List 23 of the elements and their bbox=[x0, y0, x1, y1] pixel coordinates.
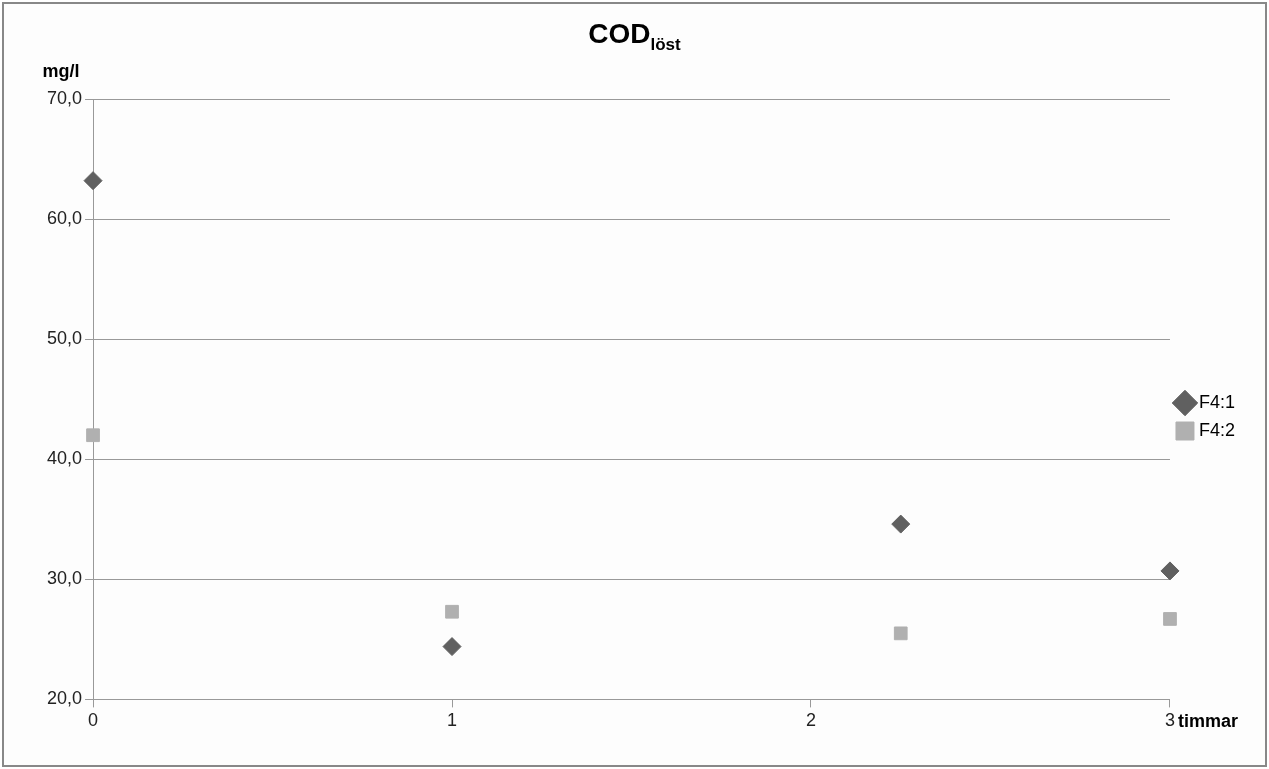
point bbox=[1163, 612, 1177, 626]
point bbox=[442, 637, 462, 657]
y-tick-label: 20,0 bbox=[46, 688, 83, 709]
point bbox=[86, 428, 100, 443]
x-tick-label: 1 bbox=[447, 710, 458, 731]
point bbox=[445, 604, 459, 619]
x-tick-label: 3 bbox=[1164, 710, 1175, 731]
point bbox=[83, 171, 103, 191]
chart-title: COD$_{löst}$ bbox=[587, 18, 682, 55]
legend-label: F4:2 bbox=[1198, 419, 1236, 440]
x-tick-label: 0 bbox=[88, 710, 99, 731]
x-tick-label: 2 bbox=[805, 710, 817, 731]
point bbox=[1160, 561, 1180, 581]
y-tick-label: 50,0 bbox=[46, 328, 83, 349]
point bbox=[893, 626, 908, 641]
y-tick-label: 30,0 bbox=[46, 568, 83, 589]
legend-label: F4:1 bbox=[1198, 391, 1236, 412]
y-tick-label: 70,0 bbox=[46, 87, 83, 108]
x-axis-title: timmar bbox=[1177, 711, 1239, 732]
point bbox=[891, 514, 911, 534]
y-tick-label: 40,0 bbox=[46, 448, 83, 469]
y-tick-label: 60,0 bbox=[46, 208, 83, 229]
y-axis-title: mg/l bbox=[42, 60, 80, 81]
